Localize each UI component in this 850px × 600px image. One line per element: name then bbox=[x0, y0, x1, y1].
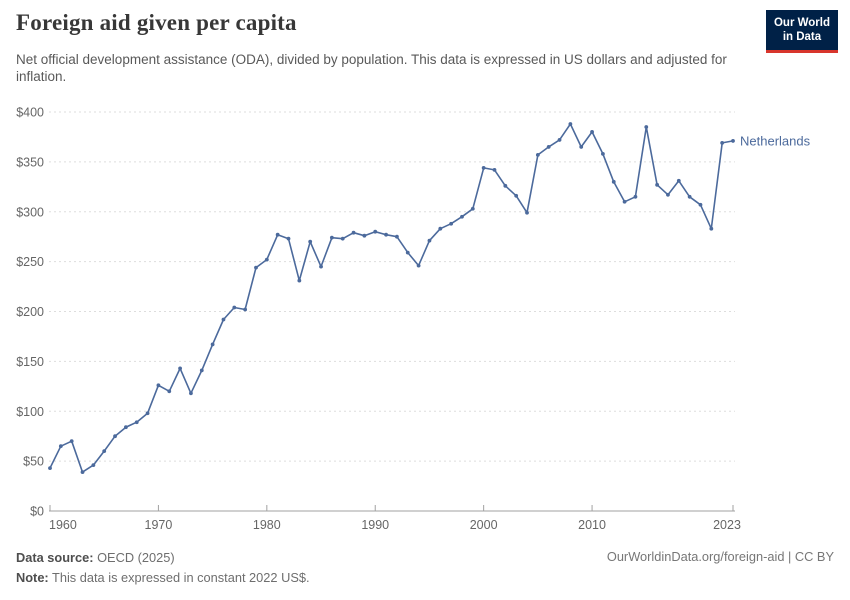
y-tick-label: $50 bbox=[23, 455, 44, 469]
data-point[interactable] bbox=[123, 425, 128, 430]
data-point[interactable] bbox=[438, 226, 443, 231]
data-point[interactable] bbox=[416, 263, 421, 268]
data-point[interactable] bbox=[666, 192, 670, 197]
data-point[interactable] bbox=[720, 141, 725, 145]
data-point[interactable] bbox=[546, 145, 551, 149]
page-title: Foreign aid given per capita bbox=[16, 10, 297, 35]
y-tick-label: $400 bbox=[16, 106, 44, 120]
data-point[interactable] bbox=[264, 257, 269, 262]
data-point[interactable] bbox=[329, 235, 334, 240]
data-point[interactable] bbox=[481, 165, 486, 170]
chart-subtitle: Net official development assistance (ODA… bbox=[16, 52, 727, 85]
y-tick-label: $250 bbox=[16, 255, 44, 269]
data-point[interactable] bbox=[48, 466, 52, 471]
x-tick-label: 1970 bbox=[145, 518, 173, 532]
x-tick-label: 1990 bbox=[361, 518, 389, 532]
data-source-line[interactable]: Data source: OECD (2025) bbox=[16, 548, 310, 568]
data-source-label: Data source: bbox=[16, 550, 94, 565]
footer-link[interactable]: OurWorldinData.org/foreign-aid | CC BY bbox=[606, 549, 834, 564]
data-point[interactable] bbox=[319, 264, 323, 269]
data-point[interactable] bbox=[557, 138, 562, 142]
data-point[interactable] bbox=[676, 178, 681, 183]
data-point[interactable] bbox=[579, 145, 584, 149]
data-point[interactable] bbox=[460, 214, 464, 219]
data-line-netherlands[interactable] bbox=[49, 123, 734, 473]
data-point[interactable] bbox=[384, 232, 388, 237]
data-point[interactable] bbox=[189, 391, 193, 396]
data-point[interactable] bbox=[611, 179, 616, 184]
data-point[interactable] bbox=[590, 130, 594, 134]
data-point[interactable] bbox=[395, 234, 399, 239]
data-point[interactable] bbox=[80, 470, 85, 474]
data-point[interactable] bbox=[492, 167, 497, 172]
data-point[interactable] bbox=[568, 122, 573, 126]
data-point[interactable] bbox=[601, 151, 605, 156]
data-point[interactable] bbox=[655, 182, 660, 187]
owid-logo-line1: Our World bbox=[773, 17, 830, 29]
data-point[interactable] bbox=[427, 238, 432, 243]
data-point[interactable] bbox=[449, 221, 454, 226]
data-point[interactable] bbox=[243, 307, 248, 312]
data-point[interactable] bbox=[254, 265, 258, 270]
data-point[interactable] bbox=[69, 439, 74, 444]
data-point[interactable] bbox=[113, 434, 117, 439]
data-point[interactable] bbox=[731, 139, 735, 143]
y-tick-label: $100 bbox=[16, 405, 44, 419]
data-point[interactable] bbox=[275, 232, 280, 237]
data-point[interactable] bbox=[514, 193, 519, 198]
data-point[interactable] bbox=[91, 463, 96, 468]
data-point[interactable] bbox=[232, 305, 237, 310]
x-tick-label: 2023 bbox=[713, 518, 741, 532]
x-tick-label: 2010 bbox=[578, 518, 606, 532]
data-point[interactable] bbox=[221, 317, 226, 322]
data-point[interactable] bbox=[199, 368, 204, 373]
y-tick-label: $350 bbox=[16, 155, 44, 169]
series-label-netherlands[interactable]: Netherlands bbox=[740, 133, 811, 148]
note-line: Note: This data is expressed in constant… bbox=[16, 568, 310, 588]
data-point[interactable] bbox=[351, 230, 356, 235]
data-point[interactable] bbox=[134, 420, 139, 425]
data-point[interactable] bbox=[167, 389, 172, 394]
data-point[interactable] bbox=[405, 250, 410, 255]
data-point[interactable] bbox=[503, 183, 508, 188]
data-point[interactable] bbox=[178, 366, 182, 371]
data-point[interactable] bbox=[535, 152, 540, 157]
x-tick-label: 2000 bbox=[470, 518, 498, 532]
x-tick-label: 1980 bbox=[253, 518, 281, 532]
y-tick-label: $300 bbox=[16, 205, 44, 219]
y-tick-label: $0 bbox=[30, 505, 44, 519]
data-point[interactable] bbox=[58, 444, 63, 449]
data-source-value: OECD (2025) bbox=[93, 550, 175, 565]
data-point[interactable] bbox=[633, 194, 638, 199]
y-tick-label: $200 bbox=[16, 305, 44, 319]
owid-logo[interactable]: Our World in Data bbox=[765, 10, 838, 53]
data-point[interactable] bbox=[470, 206, 475, 211]
footer-left: Data source: OECD (2025) Note: This data… bbox=[16, 548, 310, 588]
data-point[interactable] bbox=[644, 125, 649, 129]
data-point[interactable] bbox=[102, 449, 107, 454]
owid-logo-line2: in Data bbox=[782, 31, 822, 44]
data-point[interactable] bbox=[525, 210, 529, 215]
note-value: This data is expressed in constant 2022 … bbox=[48, 569, 310, 585]
data-point[interactable] bbox=[308, 239, 313, 244]
x-tick-label: 1960 bbox=[49, 518, 77, 532]
data-point[interactable] bbox=[286, 236, 291, 241]
data-point[interactable] bbox=[698, 202, 703, 207]
y-tick-label: $150 bbox=[16, 355, 44, 369]
data-point[interactable] bbox=[156, 383, 161, 388]
data-point[interactable] bbox=[145, 411, 150, 416]
data-point[interactable] bbox=[362, 233, 367, 238]
data-point[interactable] bbox=[622, 199, 627, 204]
data-point[interactable] bbox=[709, 226, 714, 231]
data-point[interactable] bbox=[340, 236, 345, 241]
data-point[interactable] bbox=[687, 194, 692, 199]
data-point[interactable] bbox=[210, 342, 215, 347]
note-label: Note: bbox=[16, 569, 49, 585]
data-point[interactable] bbox=[297, 278, 302, 283]
data-point[interactable] bbox=[373, 229, 378, 234]
